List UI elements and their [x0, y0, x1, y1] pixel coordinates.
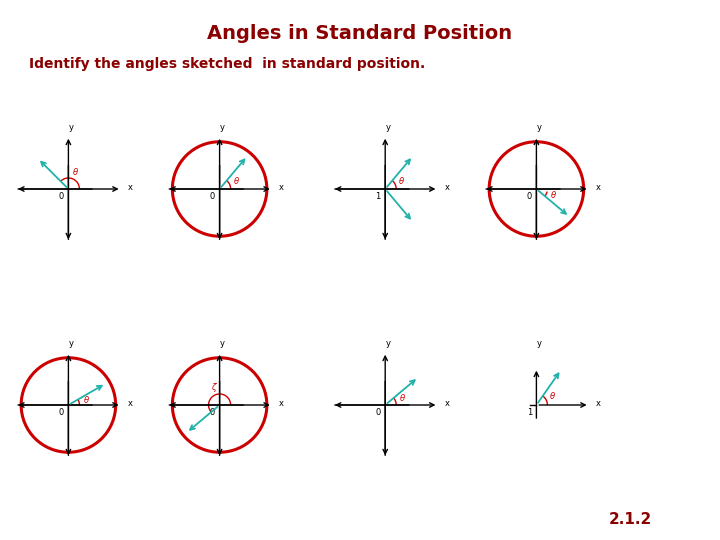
Text: ζ: ζ: [211, 383, 216, 393]
Text: 0: 0: [376, 408, 381, 416]
Text: 0: 0: [59, 192, 64, 200]
Text: θ: θ: [84, 396, 89, 405]
Text: x: x: [444, 399, 449, 408]
Text: x: x: [595, 399, 600, 408]
Text: y: y: [386, 123, 391, 132]
Text: 0: 0: [210, 192, 215, 200]
Text: θ: θ: [551, 191, 556, 200]
Text: x: x: [279, 183, 284, 192]
Text: 1: 1: [376, 192, 381, 200]
Text: θ: θ: [400, 394, 405, 403]
Text: θ: θ: [550, 392, 555, 401]
Text: y: y: [386, 339, 391, 348]
Text: x: x: [279, 399, 284, 408]
Text: x: x: [127, 399, 132, 408]
Text: 1: 1: [527, 408, 532, 416]
Text: 2.1.2: 2.1.2: [608, 511, 652, 526]
Text: x: x: [127, 183, 132, 192]
Text: y: y: [69, 339, 74, 348]
Text: 0: 0: [59, 408, 64, 416]
Text: θ: θ: [73, 168, 78, 177]
Text: x: x: [595, 183, 600, 192]
Text: Angles in Standard Position: Angles in Standard Position: [207, 24, 513, 43]
Text: y: y: [537, 123, 542, 132]
Text: y: y: [537, 339, 542, 348]
Text: θ: θ: [399, 177, 404, 186]
Text: 0: 0: [210, 408, 215, 416]
Text: y: y: [69, 123, 74, 132]
Text: θ: θ: [233, 177, 238, 186]
Text: y: y: [220, 339, 225, 348]
Text: y: y: [220, 123, 225, 132]
Text: Identify the angles sketched  in standard position.: Identify the angles sketched in standard…: [29, 57, 425, 71]
Text: 0: 0: [527, 192, 532, 200]
Text: x: x: [444, 183, 449, 192]
